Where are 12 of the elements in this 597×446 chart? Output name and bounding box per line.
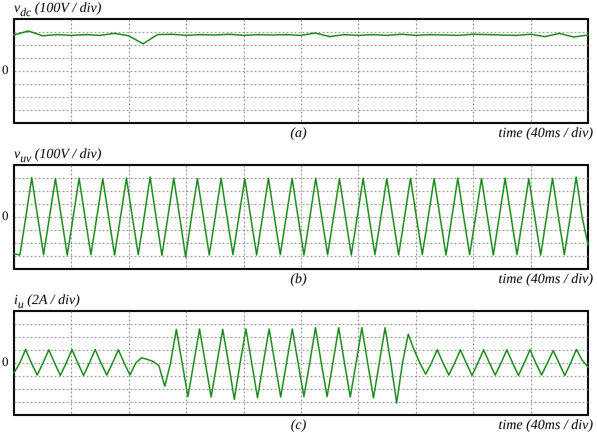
x-axis-title: time (40ms / div): [498, 125, 593, 143]
text: 0: [2, 354, 8, 370]
text: 0: [2, 62, 8, 78]
x-axis-title: time (40ms / div): [498, 271, 593, 289]
x-axis-title: time (40ms / div): [498, 417, 593, 435]
text: (a): [290, 126, 307, 141]
text: 0: [2, 208, 8, 224]
y-axis-title: v$_{uv}$ (100V / div): [13, 147, 102, 165]
text: (b): [290, 272, 307, 287]
y-axis-title: v$_{dc}$ (100V / div): [13, 1, 102, 19]
text: (c): [290, 418, 306, 433]
y-axis-title: i$_{u}$ (2A / div): [13, 293, 81, 311]
